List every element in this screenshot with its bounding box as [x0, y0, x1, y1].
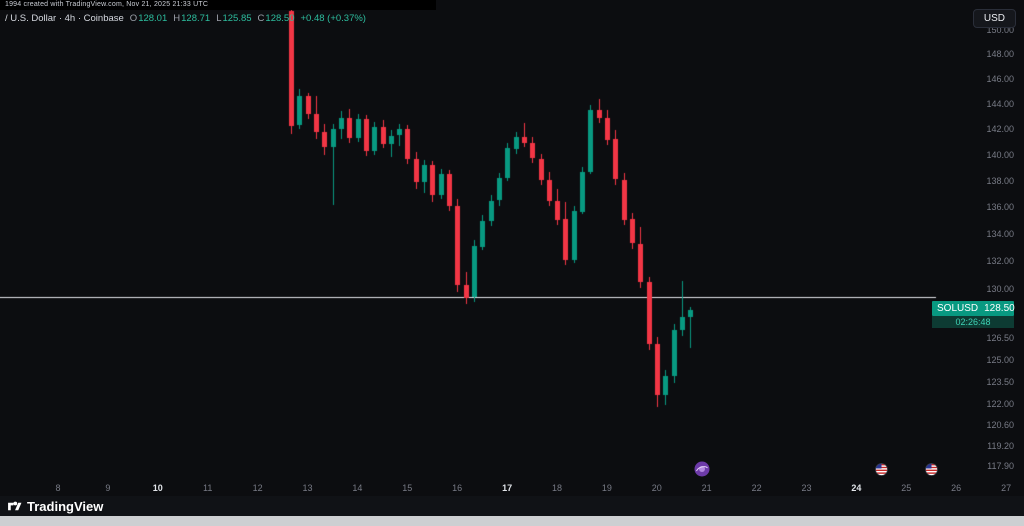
- time-axis-label: 23: [801, 483, 812, 493]
- time-axis-label: 21: [701, 483, 712, 493]
- time-axis-label: 19: [601, 483, 612, 493]
- crypto-event-icon[interactable]: [694, 461, 710, 482]
- price-axis[interactable]: 150.00 148.00 146.00 144.00 142.00 140.00 138.…: [968, 0, 1024, 496]
- price-axis-label: 123.50: [986, 376, 1014, 387]
- time-axis-label: 16: [452, 483, 463, 493]
- last-price-label: SOLUSD 128.50 02:26:48: [932, 301, 1015, 328]
- price-axis-label: 142.00: [986, 124, 1014, 135]
- currency-toggle-button[interactable]: USD: [972, 9, 1016, 28]
- time-axis-label: 25: [901, 483, 912, 493]
- time-axis-label: 10: [152, 483, 163, 493]
- us-economic-event-icon[interactable]: [874, 462, 888, 481]
- close-label: C: [257, 13, 265, 24]
- price-axis-label: 130.00: [986, 284, 1014, 294]
- bottom-gray-strip: [0, 516, 1024, 526]
- time-axis-label: 26: [951, 483, 962, 493]
- price-axis-label: 125.00: [986, 354, 1014, 365]
- price-axis-label: 136.00: [986, 202, 1014, 213]
- time-axis-label: 12: [252, 483, 263, 493]
- ohlc-high: H 128.71: [173, 13, 210, 24]
- time-axis-label: 15: [402, 483, 413, 493]
- time-axis-label: 24: [851, 483, 862, 493]
- price-axis-label: 144.00: [986, 98, 1014, 109]
- open-value: 128.01: [138, 13, 168, 24]
- time-axis-label: 8: [55, 483, 61, 493]
- price-axis-label: 117.90: [987, 460, 1014, 471]
- price-axis-label: 119.20: [987, 440, 1014, 451]
- time-axis-label: 20: [651, 483, 662, 493]
- price-axis-label: 150.00: [986, 25, 1014, 35]
- time-axis-label: 17: [502, 483, 513, 493]
- price-label-value: 128.50: [984, 303, 1015, 314]
- price-label-symbol: SOLUSD: [937, 303, 979, 314]
- open-label: O: [129, 13, 138, 24]
- price-axis-label: 120.60: [986, 419, 1014, 430]
- symbol-description: / U.S. Dollar · 4h · Coinbase: [5, 13, 124, 24]
- ohlc-open: O 128.01: [130, 13, 167, 24]
- time-axis-label: 27: [1001, 483, 1012, 493]
- tradingview-wordmark[interactable]: TradingView: [27, 498, 104, 514]
- close-value: 128.50: [265, 13, 295, 24]
- price-axis-label: 132.00: [986, 256, 1014, 267]
- tradingview-logo-icon[interactable]: [7, 499, 22, 514]
- price-axis-label: 148.00: [986, 49, 1014, 60]
- high-label: H: [173, 13, 181, 24]
- time-axis-label: 22: [751, 483, 762, 493]
- time-axis-label: 11: [203, 483, 213, 493]
- change-value: +0.48 (+0.37%): [300, 13, 366, 24]
- low-value: 125.85: [222, 13, 252, 24]
- last-price-row: SOLUSD 128.50: [932, 301, 1015, 316]
- price-axis-label: 134.00: [986, 229, 1014, 240]
- ohlc-low: L 125.85: [216, 13, 251, 24]
- high-value: 128.71: [181, 13, 211, 24]
- price-axis-label: 122.00: [986, 398, 1014, 409]
- footer-bar: TradingView: [0, 496, 1024, 516]
- screenshot-info-bar: 1994 created with TradingView.com, Nov 2…: [0, 0, 436, 10]
- time-axis-label: 13: [302, 483, 313, 493]
- time-axis-label: 14: [352, 483, 363, 493]
- low-label: L: [216, 13, 222, 24]
- candlestick-chart[interactable]: [0, 0, 968, 500]
- candle-countdown: 02:26:48: [932, 316, 1014, 328]
- time-axis[interactable]: 8 9 10 11 12 13 14 15 16 17 18 19 20 21 22 23 24 25 26 27: [0, 479, 1011, 496]
- symbol-legend[interactable]: / U.S. Dollar · 4h · Coinbase O 128.01 H…: [5, 13, 366, 24]
- ohlc-close: C 128.50: [258, 13, 295, 24]
- time-axis-label: 9: [105, 483, 111, 493]
- price-axis-label: 146.00: [986, 73, 1014, 84]
- us-economic-event-icon[interactable]: [924, 462, 938, 481]
- price-axis-label: 140.00: [986, 149, 1014, 160]
- time-axis-label: 18: [551, 483, 563, 493]
- price-axis-label: 126.50: [986, 333, 1014, 344]
- price-axis-label: 138.00: [986, 175, 1014, 186]
